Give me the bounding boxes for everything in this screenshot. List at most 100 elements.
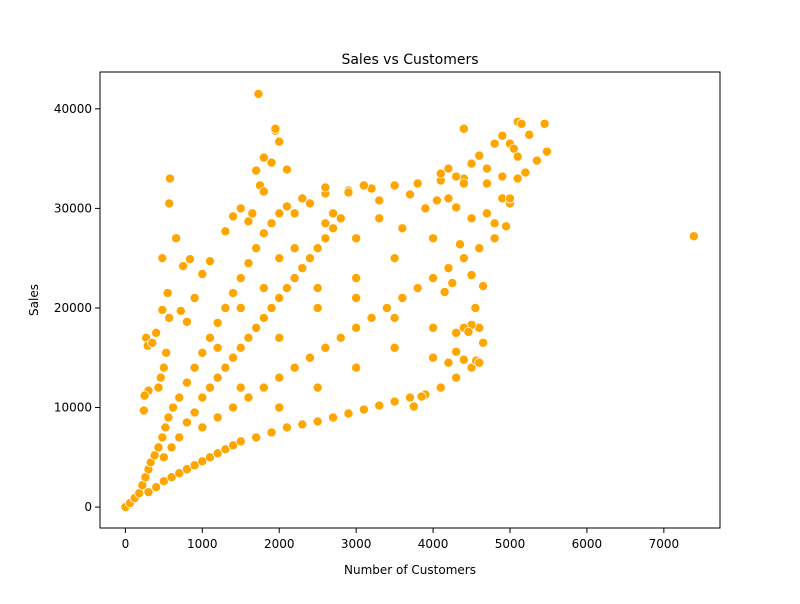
data-point	[204, 332, 215, 343]
data-point	[481, 178, 492, 189]
data-point	[139, 390, 150, 401]
data-point	[235, 273, 246, 284]
data-point	[168, 402, 179, 413]
data-point	[366, 312, 377, 323]
data-point	[478, 281, 489, 292]
data-point	[489, 233, 500, 244]
data-point	[451, 171, 462, 182]
data-point	[274, 136, 285, 147]
data-point	[404, 392, 415, 403]
x-tick-label: 3000	[341, 537, 372, 551]
x-tick-label: 6000	[572, 537, 603, 551]
data-point	[501, 221, 512, 232]
data-point	[431, 195, 442, 206]
data-point	[258, 312, 269, 323]
data-point	[164, 312, 175, 323]
data-point	[251, 165, 262, 176]
y-tick-label: 40000	[54, 102, 92, 116]
data-point	[497, 171, 508, 182]
data-point	[312, 416, 323, 427]
data-point	[174, 392, 185, 403]
x-tick-label: 4000	[418, 537, 449, 551]
data-point	[149, 450, 160, 461]
data-point	[189, 362, 200, 373]
data-point	[197, 456, 208, 467]
data-point	[439, 287, 450, 298]
data-point	[397, 223, 408, 234]
data-point	[181, 377, 192, 388]
data-point	[251, 322, 262, 333]
data-point	[458, 253, 469, 264]
data-point	[189, 293, 200, 304]
data-point	[351, 293, 362, 304]
y-tick-label: 30000	[54, 201, 92, 215]
data-point	[451, 327, 462, 338]
data-point	[312, 243, 323, 254]
data-point	[389, 312, 400, 323]
data-point	[688, 231, 699, 242]
data-point	[458, 123, 469, 134]
data-point	[412, 283, 423, 294]
data-point	[451, 202, 462, 213]
data-point	[443, 163, 454, 174]
data-point	[181, 417, 192, 428]
x-axis-label: Number of Customers	[344, 563, 476, 577]
data-point	[175, 305, 186, 316]
data-point	[251, 432, 262, 443]
data-point	[320, 182, 331, 193]
data-point	[481, 208, 492, 219]
points-layer	[120, 88, 699, 513]
data-point	[274, 293, 285, 304]
data-point	[157, 432, 168, 443]
data-point	[343, 408, 354, 419]
data-point	[166, 472, 177, 483]
data-point	[297, 193, 308, 204]
data-point	[266, 157, 277, 168]
data-point	[304, 352, 315, 363]
data-point	[351, 362, 362, 373]
data-point	[351, 322, 362, 333]
data-point	[178, 261, 189, 272]
data-point	[516, 118, 527, 129]
data-point	[258, 283, 269, 294]
data-point	[404, 189, 415, 200]
data-point	[389, 180, 400, 191]
data-point	[443, 263, 454, 274]
data-point	[181, 464, 192, 475]
data-point	[220, 362, 231, 373]
y-tick-label: 20000	[54, 301, 92, 315]
data-point	[312, 283, 323, 294]
data-point	[228, 211, 239, 222]
data-point	[247, 208, 258, 219]
data-point	[204, 256, 215, 267]
data-point	[489, 138, 500, 149]
chart-title: Sales vs Customers	[341, 52, 478, 68]
data-point	[171, 233, 182, 244]
data-point	[274, 372, 285, 383]
data-point	[174, 468, 185, 479]
data-point	[212, 448, 223, 459]
data-point	[466, 158, 477, 169]
data-point	[289, 208, 300, 219]
data-point	[297, 263, 308, 274]
data-point	[258, 186, 269, 197]
data-point	[228, 288, 239, 299]
data-point	[358, 180, 369, 191]
data-point	[374, 400, 385, 411]
data-point	[281, 201, 292, 212]
data-point	[155, 372, 166, 383]
data-point	[497, 130, 508, 141]
data-point	[343, 187, 354, 198]
data-point	[520, 167, 531, 178]
data-point	[157, 304, 168, 315]
data-point	[541, 146, 552, 157]
x-tick-label: 0	[122, 537, 130, 551]
data-point	[508, 143, 519, 154]
data-point	[458, 178, 469, 189]
data-point	[328, 223, 339, 234]
data-point	[304, 253, 315, 264]
data-point	[289, 362, 300, 373]
data-point	[197, 269, 208, 280]
